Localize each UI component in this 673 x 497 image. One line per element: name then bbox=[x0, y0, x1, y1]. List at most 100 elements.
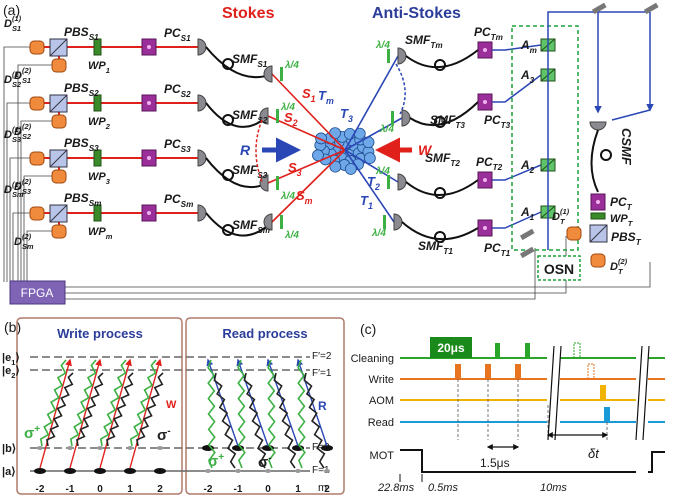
label-part: WP bbox=[610, 213, 628, 225]
pc-dot bbox=[483, 178, 487, 182]
write-transition bbox=[100, 360, 130, 468]
detector bbox=[30, 152, 44, 165]
label: PCSm bbox=[164, 192, 193, 209]
label-part: WP bbox=[88, 171, 106, 183]
label: 0.5ms bbox=[428, 482, 458, 494]
quarter-wave-plate bbox=[280, 67, 283, 81]
label-part: Tm bbox=[430, 41, 442, 50]
label-part: S1 bbox=[12, 24, 21, 33]
write-transition bbox=[40, 360, 70, 468]
emission bbox=[208, 360, 215, 468]
mirror bbox=[644, 3, 659, 14]
label: WP1 bbox=[88, 60, 110, 75]
label-part: m bbox=[106, 232, 113, 241]
title: Stokes bbox=[222, 5, 275, 22]
label-part: PBS bbox=[611, 230, 636, 244]
label-part: PC bbox=[164, 82, 181, 96]
quarter-wave-plate bbox=[383, 215, 386, 229]
label-part: S3 bbox=[89, 144, 99, 153]
pc-dot bbox=[483, 100, 487, 104]
label-part: PC bbox=[484, 113, 501, 127]
label: PCT bbox=[610, 195, 633, 212]
fiber bbox=[402, 222, 478, 239]
label: σ+ bbox=[24, 424, 40, 442]
pc-dot bbox=[483, 226, 487, 230]
label-part: D bbox=[4, 18, 12, 30]
label-part: T bbox=[627, 203, 633, 212]
label-part: (1) bbox=[12, 14, 22, 23]
break bbox=[643, 346, 649, 440]
label-part: A bbox=[520, 205, 530, 219]
label: |b⟩ bbox=[2, 443, 16, 455]
fiber-coupler bbox=[394, 214, 402, 230]
pc-dot bbox=[483, 48, 487, 52]
label: D(2)Sm bbox=[14, 232, 34, 251]
label: 20μs bbox=[437, 341, 465, 355]
atom-population bbox=[154, 468, 166, 474]
fiber-loop bbox=[601, 150, 611, 160]
quarter-wave-plate bbox=[387, 49, 390, 63]
break bbox=[555, 346, 561, 440]
label: W bbox=[418, 142, 433, 158]
pc-dot bbox=[147, 156, 151, 160]
label: 22.8ms bbox=[377, 482, 415, 494]
label-part: (2) bbox=[22, 122, 32, 131]
label-part: |a⟩ bbox=[2, 466, 16, 478]
label: PCTm bbox=[474, 25, 503, 42]
figure: (a)StokesAnti-StokesFPGAD(1)S1D(2)S1PBSS… bbox=[0, 0, 673, 497]
label-part: |b⟩ bbox=[2, 443, 16, 455]
write-pulse bbox=[485, 364, 491, 379]
label-part: (1) bbox=[12, 70, 22, 79]
cleaning-pulse bbox=[574, 343, 580, 358]
label-part: T bbox=[618, 267, 624, 276]
stokes-beam bbox=[272, 150, 345, 222]
mirror bbox=[520, 247, 535, 258]
emission bbox=[47, 373, 73, 446]
label-part: T3 bbox=[455, 121, 465, 130]
label: -1 bbox=[66, 484, 75, 495]
cleaning-pulse bbox=[525, 343, 530, 358]
quarter-wave-plate bbox=[280, 215, 283, 229]
label: 1 bbox=[295, 484, 301, 495]
label-part: 3 bbox=[348, 114, 353, 124]
state-dot bbox=[97, 446, 103, 450]
write-transition bbox=[70, 360, 100, 468]
state-dot bbox=[67, 446, 73, 450]
label-part: S1 bbox=[181, 34, 191, 43]
label-part: 1 bbox=[311, 94, 316, 104]
label: Read bbox=[368, 417, 394, 429]
write-pulse bbox=[515, 364, 521, 379]
label: PBSS3 bbox=[64, 136, 99, 153]
label-part: SMF bbox=[418, 239, 444, 253]
label: λ/4 bbox=[284, 230, 299, 241]
label-part: S2 bbox=[12, 80, 22, 89]
aom-pulse bbox=[600, 385, 606, 400]
detector bbox=[52, 170, 66, 183]
label: R bbox=[240, 142, 251, 158]
label-part: 3 bbox=[297, 168, 302, 178]
label-part: 2 bbox=[292, 118, 298, 128]
label: D(1)S2 bbox=[4, 70, 22, 89]
label: Cleaning bbox=[351, 353, 394, 365]
label-part: SMF bbox=[430, 113, 456, 127]
quarter-wave-plate bbox=[276, 176, 279, 190]
label-part: (1) bbox=[12, 125, 22, 134]
label: D(2)T bbox=[610, 257, 628, 276]
label-part: 2 bbox=[374, 182, 380, 192]
label: 1.5μs bbox=[480, 456, 510, 470]
fiber-coupler bbox=[398, 48, 406, 64]
emission bbox=[77, 373, 103, 446]
cleaning-pulse bbox=[495, 343, 500, 358]
label-part: PC bbox=[476, 155, 493, 169]
detector bbox=[591, 254, 605, 267]
label-part: D bbox=[610, 261, 618, 273]
fiber-coupler bbox=[590, 122, 606, 130]
label-part: D bbox=[4, 129, 12, 141]
atom bbox=[330, 128, 341, 139]
label: SMFTm bbox=[405, 33, 443, 50]
fiber-coupler bbox=[398, 174, 406, 190]
label: PBSSm bbox=[64, 191, 101, 208]
label: PCT1 bbox=[484, 241, 511, 258]
label: (c) bbox=[360, 321, 376, 337]
label: -2 bbox=[36, 484, 45, 495]
